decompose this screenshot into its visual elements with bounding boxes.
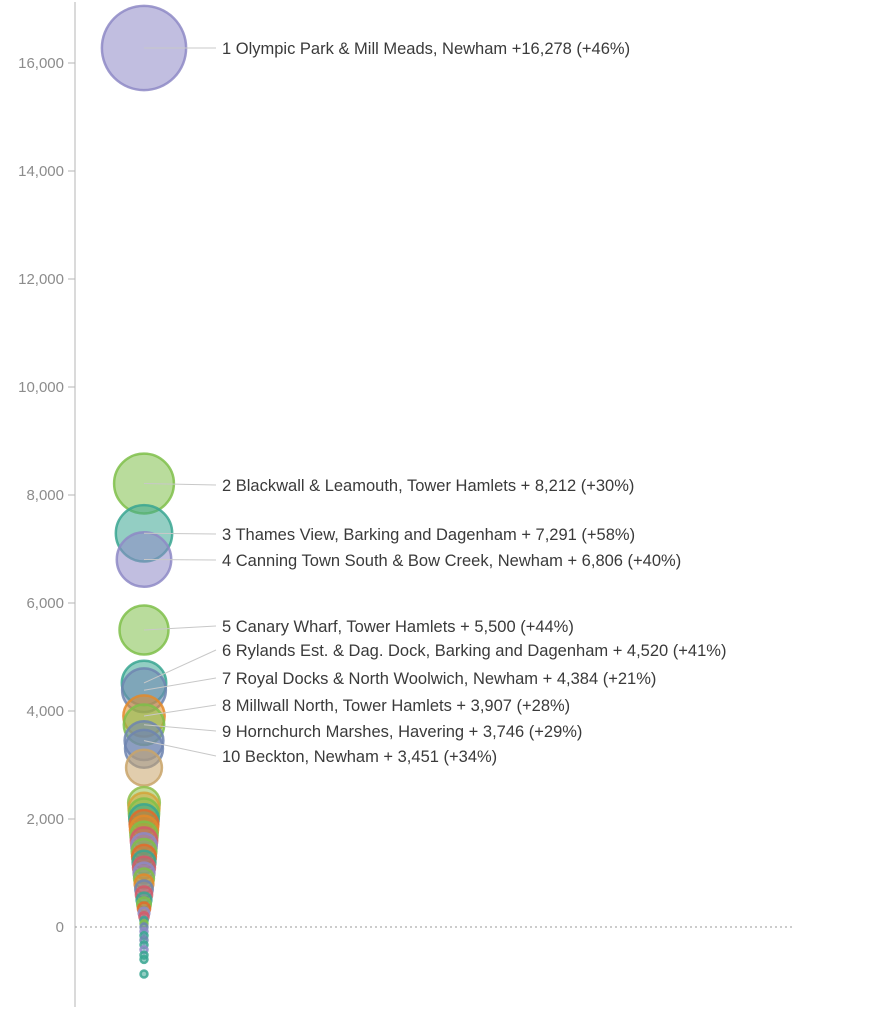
y-tick-label: 16,000: [18, 55, 64, 72]
data-label: 6 Rylands Est. & Dag. Dock, Barking and …: [222, 642, 726, 660]
y-tick-label: 8,000: [26, 487, 64, 504]
leader-line: [143, 483, 217, 486]
data-label: 3 Thames View, Barking and Dagenham + 7,…: [222, 526, 635, 544]
data-label: 9 Hornchurch Marshes, Havering + 3,746 (…: [222, 723, 582, 741]
annotations: 1 Olympic Park & Mill Meads, Newham +16,…: [143, 40, 726, 766]
bubble: [124, 748, 164, 787]
y-axis-ticks: 16,000 14,000 12,000 10,000 8,000 6,000 4,000 2…: [18, 55, 75, 936]
data-label: 4 Canning Town South & Bow Creek, Newham…: [222, 552, 681, 570]
y-tick-label: 10,000: [18, 379, 64, 396]
y-tick-label: 6,000: [26, 595, 64, 612]
data-label: 2 Blackwall & Leamouth, Tower Hamlets + …: [222, 477, 634, 495]
bubble: [139, 969, 149, 979]
bubbles: [100, 4, 188, 979]
leader-line: [143, 704, 217, 717]
y-tick-label: 0: [56, 919, 64, 936]
leader-line: [143, 649, 217, 684]
leader-line: [143, 532, 217, 535]
y-tick-label: 4,000: [26, 703, 64, 720]
data-label: 1 Olympic Park & Mill Meads, Newham +16,…: [222, 40, 630, 58]
data-label: 5 Canary Wharf, Tower Hamlets + 5,500 (+…: [222, 618, 574, 636]
data-label: 7 Royal Docks & North Woolwich, Newham +…: [222, 670, 656, 688]
y-tick-label: 14,000: [18, 163, 64, 180]
y-tick-label: 12,000: [18, 271, 64, 288]
leader-line: [143, 724, 217, 732]
bubble: [139, 954, 149, 965]
leader-line: [143, 558, 217, 561]
leader-line: [143, 625, 217, 631]
leader-line: [143, 740, 217, 757]
y-tick-label: 2,000: [26, 811, 64, 828]
data-label: 10 Beckton, Newham + 3,451 (+34%): [222, 748, 497, 766]
data-label: 8 Millwall North, Tower Hamlets + 3,907 …: [222, 697, 570, 715]
leader-line: [143, 677, 217, 691]
